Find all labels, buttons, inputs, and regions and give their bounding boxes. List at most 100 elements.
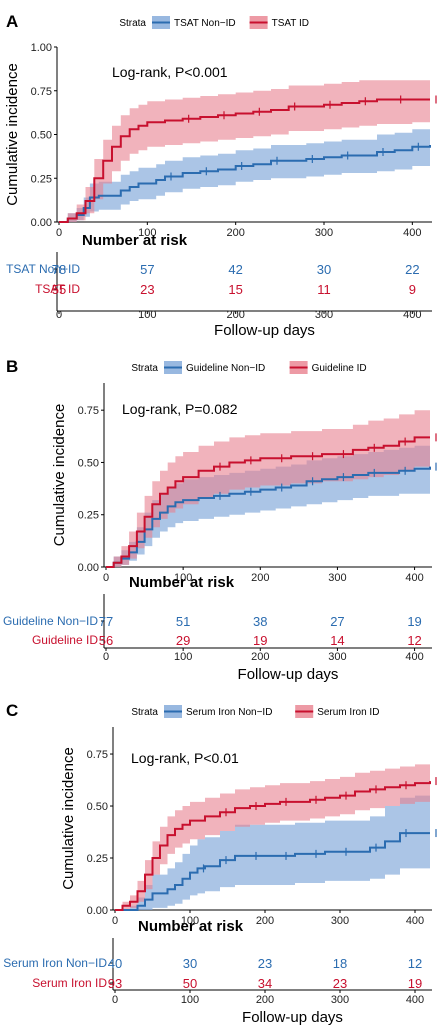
y-tick-label: 0.00	[87, 905, 108, 917]
panel-c: C Strata Serum Iron Non−ID Serum Iron ID 0.0…	[3, 701, 437, 1026]
risk-count: 38	[253, 614, 267, 629]
risk-x-tick-label: 0	[56, 309, 62, 321]
risk-count: 12	[408, 956, 422, 971]
ci-band	[59, 127, 430, 222]
ci-band	[115, 762, 430, 910]
risk-x-tick-label: 300	[328, 651, 346, 663]
risk-count: 22	[405, 262, 419, 277]
legend-label: TSAT ID	[272, 18, 309, 29]
x-tick-label: 0	[56, 227, 62, 239]
legend-entry: TSAT ID	[249, 16, 309, 29]
x-tick-label: 400	[403, 227, 421, 239]
risk-row-label: Serum Iron ID	[32, 976, 107, 990]
y-axis-title: Cumulative incidence	[60, 747, 77, 890]
x-tick-label: 300	[315, 227, 333, 239]
panel-letter: C	[6, 701, 18, 720]
risk-x-tick-label: 200	[256, 994, 274, 1006]
logrank-annotation: Log-rank, P=0.082	[122, 401, 238, 417]
risk-x-tick-label: 200	[226, 309, 244, 321]
x-tick-label: 0	[112, 915, 118, 927]
legend-title: Strata	[119, 18, 146, 29]
panel-b: B Strata Guideline Non−ID Guideline ID 0.00 0…	[3, 357, 437, 683]
legend-entry: Guideline Non−ID	[164, 361, 265, 374]
x-tick-label: 400	[406, 915, 424, 927]
risk-count: 27	[330, 614, 344, 629]
x-tick-label: 300	[331, 915, 349, 927]
x-tick-label: 100	[181, 915, 199, 927]
legend-label: Serum Iron Non−ID	[186, 707, 272, 718]
y-tick-label: 1.00	[31, 42, 52, 54]
risk-x-tick-label: 400	[406, 994, 424, 1006]
risk-count: 30	[183, 956, 197, 971]
risk-x-tick-label: 100	[174, 651, 192, 663]
panel-letter: B	[6, 357, 18, 376]
y-tick-label: 0.00	[31, 217, 52, 229]
legend-entry: Guideline ID	[289, 361, 367, 374]
y-tick-label: 0.50	[31, 130, 52, 142]
series-line	[106, 466, 431, 568]
logrank-annotation: Log-rank, P<0.01	[131, 750, 239, 766]
risk-count: 19	[407, 614, 421, 629]
risk-count: 93	[108, 976, 122, 991]
risk-count: 19	[408, 976, 422, 991]
risk-row-label: TSAT ID	[35, 282, 80, 296]
legend-entry: Serum Iron Non−ID	[164, 705, 272, 718]
risk-count: 14	[330, 633, 344, 648]
risk-x-tick-label: 400	[403, 309, 421, 321]
x-tick-label: 300	[328, 572, 346, 584]
risk-table-title: Number at risk	[82, 232, 188, 249]
x-tick-label: 100	[174, 572, 192, 584]
risk-row-label: Serum Iron Non−ID	[3, 956, 107, 970]
risk-table-title: Number at risk	[129, 574, 235, 591]
risk-count: 23	[333, 976, 347, 991]
risk-x-tick-label: 300	[315, 309, 333, 321]
series-line	[115, 781, 431, 911]
x-axis-title: Follow-up days	[238, 666, 339, 683]
y-tick-label: 0.50	[87, 801, 108, 813]
ci-band	[59, 80, 430, 222]
risk-count: 30	[317, 262, 331, 277]
risk-count: 57	[140, 262, 154, 277]
series-line	[59, 145, 431, 223]
logrank-annotation: Log-rank, P<0.001	[112, 64, 228, 80]
risk-count: 23	[258, 956, 272, 971]
series-line	[115, 832, 430, 911]
x-tick-label: 100	[138, 227, 156, 239]
x-axis-title: Follow-up days	[214, 322, 315, 339]
risk-count: 56	[99, 633, 113, 648]
legend-entry: TSAT Non−ID	[152, 16, 236, 29]
risk-count: 34	[258, 976, 272, 991]
risk-count: 15	[228, 282, 242, 297]
y-tick-label: 0.75	[78, 405, 99, 417]
risk-row-label: Guideline Non−ID	[3, 614, 98, 628]
legend-title: Strata	[131, 363, 158, 374]
y-tick-label: 0.75	[87, 749, 108, 761]
y-axis-title: Cumulative incidence	[4, 63, 21, 206]
y-tick-label: 0.50	[78, 457, 99, 469]
risk-count: 11	[317, 282, 331, 297]
x-tick-label: 200	[226, 227, 244, 239]
risk-x-tick-label: 300	[331, 994, 349, 1006]
risk-count: 23	[140, 282, 154, 297]
legend-label: Guideline Non−ID	[186, 363, 265, 374]
x-tick-label: 200	[256, 915, 274, 927]
risk-count: 19	[253, 633, 267, 648]
risk-count: 42	[228, 262, 242, 277]
risk-row-label: Guideline ID	[32, 633, 98, 647]
y-tick-label: 0.75	[31, 86, 52, 98]
legend-label: Guideline ID	[312, 363, 367, 374]
risk-count: 9	[409, 282, 416, 297]
risk-count: 50	[183, 976, 197, 991]
risk-table-title: Number at risk	[138, 918, 244, 935]
risk-row-label: TSAT Non−ID	[6, 262, 80, 276]
series-line	[59, 98, 430, 223]
series-line	[106, 436, 430, 568]
risk-x-tick-label: 400	[405, 651, 423, 663]
x-tick-label: 200	[251, 572, 269, 584]
panel-a: A Strata TSAT Non−ID TSAT ID 0.00 0.25 0.50 0.7…	[4, 12, 437, 339]
risk-count: 77	[99, 614, 113, 629]
risk-count: 78	[52, 262, 66, 277]
panel-letter: A	[6, 12, 18, 31]
risk-count: 29	[176, 633, 190, 648]
